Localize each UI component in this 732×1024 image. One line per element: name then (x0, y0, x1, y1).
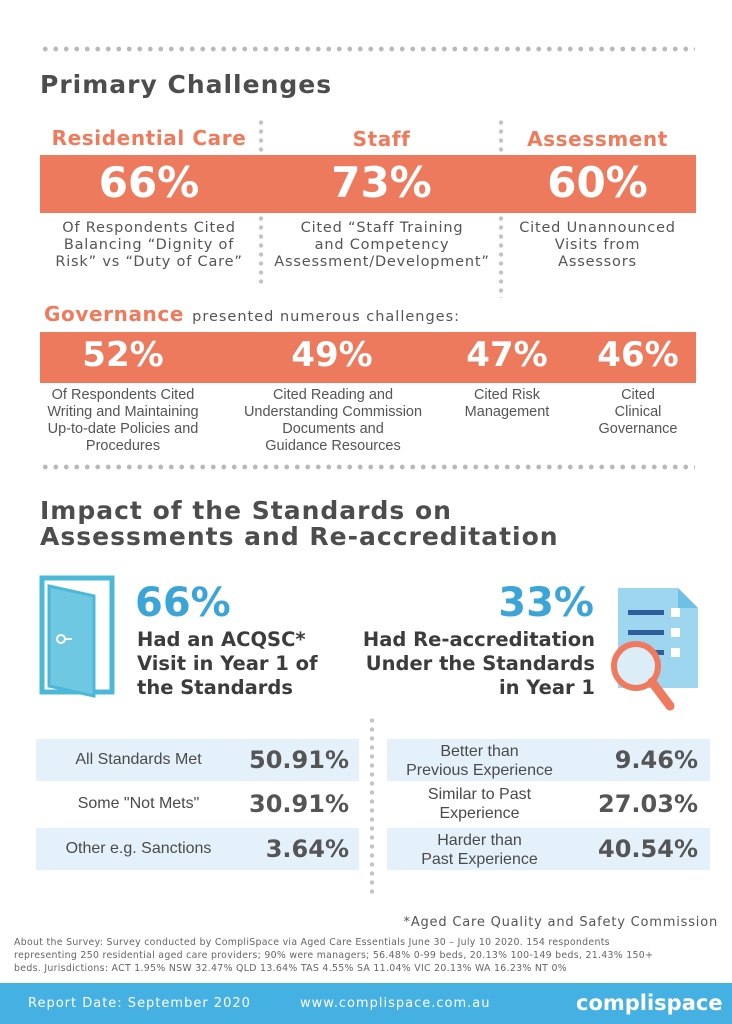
row-label: Some "Not Mets" (77, 795, 200, 812)
governance-description-2: Cited Reading and Understanding Commissio… (243, 387, 423, 454)
governance-value-1: 52% (82, 335, 164, 375)
governance-description-4: Cited Clinical Governance (598, 387, 678, 437)
door-icon (39, 575, 115, 698)
residential-care-description: Of Respondents Cited Balancing “Dignity o… (55, 220, 243, 270)
governance-heading: Governance (44, 302, 185, 326)
row-label: Better than Previous Experience (406, 743, 553, 779)
governance-value-4: 46% (597, 335, 679, 375)
middle-dotted-divider (40, 464, 695, 470)
row-label: Harder than Past Experience (421, 832, 538, 868)
table-row: All Standards Met 50.91% (36, 739, 359, 781)
row-value: 30.91% (249, 790, 349, 818)
checklist-magnifier-icon (611, 588, 698, 711)
row-value: 27.03% (598, 790, 698, 818)
acqsc-visit-text: Had an ACQSC* Visit in Year 1 of the Stand… (137, 628, 318, 699)
table-row: Other e.g. Sanctions 3.64% (36, 828, 359, 870)
top-dotted-divider (40, 46, 695, 52)
table-row: Similar to Past Experience 27.03% (387, 784, 710, 824)
reaccreditation-text: Had Re-accreditation Under the Standards i… (362, 628, 595, 699)
assessment-heading: Assessment (527, 127, 668, 151)
column-divider (498, 214, 504, 298)
footnote: *Aged Care Quality and Safety Commission (403, 915, 718, 930)
impact-divider (369, 716, 375, 894)
governance-heading-line: Governance presented numerous challenges… (44, 302, 460, 326)
governance-description-3: Cited Risk Management (464, 387, 550, 420)
row-value: 3.64% (265, 835, 349, 863)
row-value: 40.54% (598, 835, 698, 863)
staff-description: Cited “Staff Training and Competency Asses… (274, 220, 490, 270)
primary-challenges-title: Primary Challenges (40, 70, 333, 99)
survey-description: About the Survey: Survey conducted by Co… (14, 937, 654, 974)
column-divider (498, 118, 504, 154)
table-row: Some "Not Mets" 30.91% (36, 784, 359, 824)
residential-care-heading: Residential Care (51, 126, 247, 150)
table-row: Better than Previous Experience 9.46% (387, 739, 710, 781)
row-label: Other e.g. Sanctions (65, 840, 212, 857)
row-label: Similar to Past Experience (427, 786, 532, 822)
staff-heading: Staff (352, 127, 411, 151)
governance-stats-band (40, 332, 696, 383)
row-value: 50.91% (249, 746, 349, 774)
impact-title: Impact of the Standards on Assessments an… (40, 496, 559, 551)
report-date: Report Date: September 2020 (28, 996, 251, 1011)
acqsc-visit-value: 66% (135, 580, 231, 626)
assessment-description: Cited Unannounced Visits from Assessors (519, 220, 676, 270)
column-divider (258, 118, 264, 154)
row-label: All Standards Met (75, 751, 202, 768)
footer-bar: Report Date: September 2020 www.complisp… (0, 983, 732, 1024)
governance-description-1: Of Respondents Cited Writing and Maintain… (47, 387, 199, 454)
staff-value: 73% (331, 158, 432, 207)
complispace-logo: complispace (576, 991, 723, 1015)
row-value: 9.46% (614, 746, 698, 774)
reaccreditation-value: 33% (498, 580, 594, 626)
column-divider (258, 214, 264, 286)
assessment-value: 60% (547, 158, 648, 207)
residential-care-value: 66% (98, 158, 200, 207)
table-row: Harder than Past Experience 40.54% (387, 828, 710, 870)
governance-value-2: 49% (291, 335, 373, 375)
primary-stats-band (40, 155, 696, 213)
website-link[interactable]: www.complispace.com.au (300, 996, 491, 1011)
governance-value-3: 47% (466, 335, 548, 375)
governance-subtitle: presented numerous challenges: (192, 309, 461, 325)
